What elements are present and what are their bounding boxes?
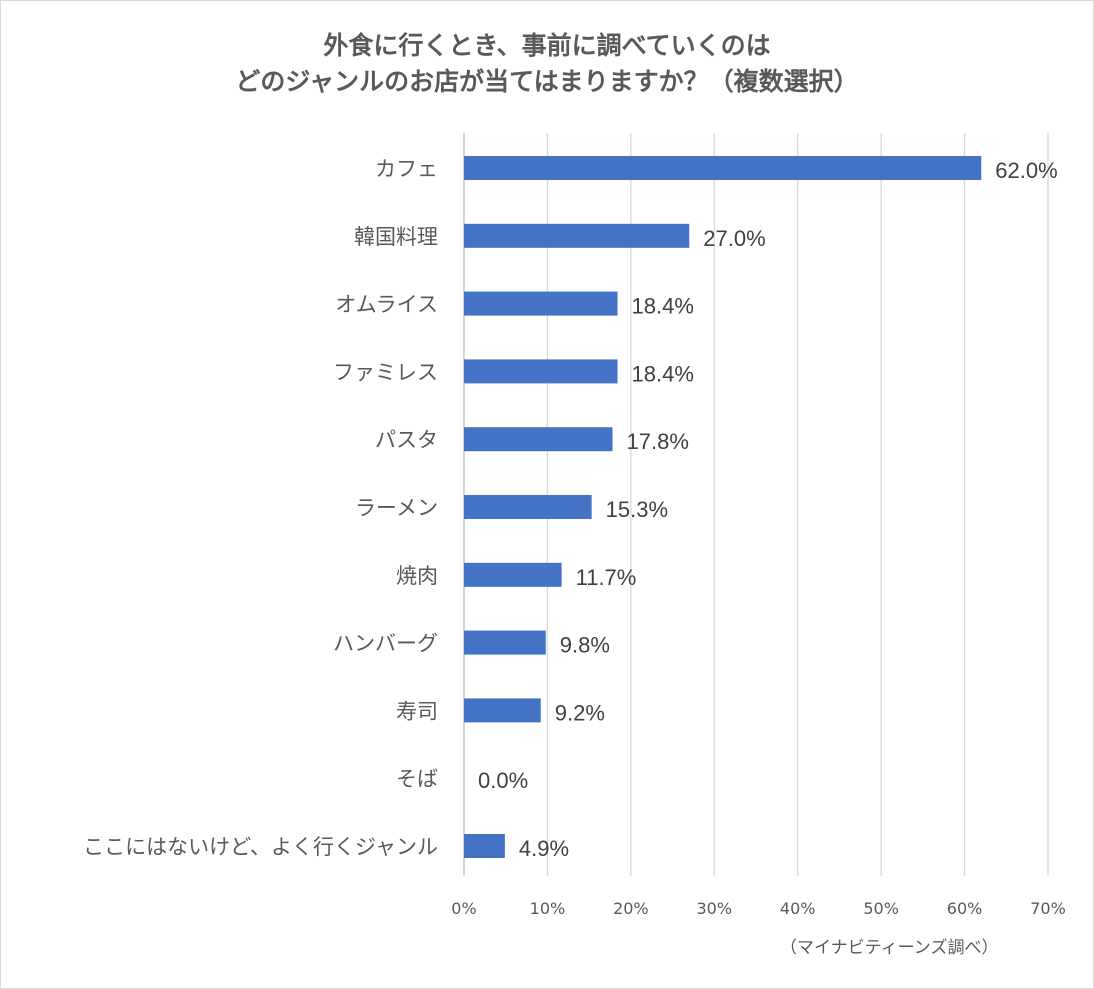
bar — [464, 427, 613, 452]
category-label: そば — [396, 767, 438, 791]
x-tick-label: 70% — [1030, 899, 1066, 918]
x-tick-label: 30% — [697, 899, 733, 918]
category-label: パスタ — [375, 428, 438, 452]
value-label: 11.7% — [576, 565, 637, 590]
bar — [464, 291, 618, 316]
bar — [464, 834, 505, 858]
value-label: 0.0% — [478, 768, 528, 793]
value-label: 17.8% — [627, 429, 689, 454]
x-tick-label: 20% — [613, 899, 649, 918]
category-label: ラーメン — [355, 496, 438, 520]
value-label: 15.3% — [606, 497, 668, 522]
bar — [464, 495, 592, 519]
x-tick-label: 50% — [863, 899, 899, 918]
chart-title-line-2: どのジャンルのお店が当てはまりますか？（複数選択） — [235, 67, 859, 96]
value-label: 9.2% — [555, 700, 605, 725]
bar — [464, 156, 982, 180]
bar — [464, 698, 541, 723]
value-label: 27.0% — [703, 226, 765, 251]
value-label: 9.8% — [560, 633, 610, 658]
category-label: 寿司 — [396, 699, 438, 723]
value-label: 62.0% — [995, 158, 1057, 183]
category-label: オムライス — [335, 293, 438, 317]
value-label: 18.4% — [632, 294, 694, 319]
x-tick-label: 0% — [451, 899, 476, 918]
value-label: 4.9% — [519, 836, 569, 861]
x-tick-label: 40% — [780, 899, 816, 918]
value-label: 18.4% — [632, 361, 694, 386]
category-label: ファミレス — [333, 360, 438, 384]
category-label: 韓国料理 — [354, 225, 438, 249]
category-label: 焼肉 — [396, 564, 438, 588]
category-label: ハンバーグ — [333, 632, 438, 656]
category-label: カフェ — [375, 157, 438, 181]
category-label: ここにはないけど、よく行くジャンル — [83, 835, 438, 859]
bar — [464, 223, 690, 248]
x-tick-label: 10% — [530, 899, 566, 918]
bar — [464, 630, 546, 655]
chart-title-line-1: 外食に行くとき、事前に調べていくのは — [323, 31, 771, 60]
source-note: （マイナビティーンズ調べ） — [780, 938, 999, 958]
bar — [464, 359, 618, 384]
x-tick-label: 60% — [947, 899, 983, 918]
bar — [464, 562, 562, 587]
